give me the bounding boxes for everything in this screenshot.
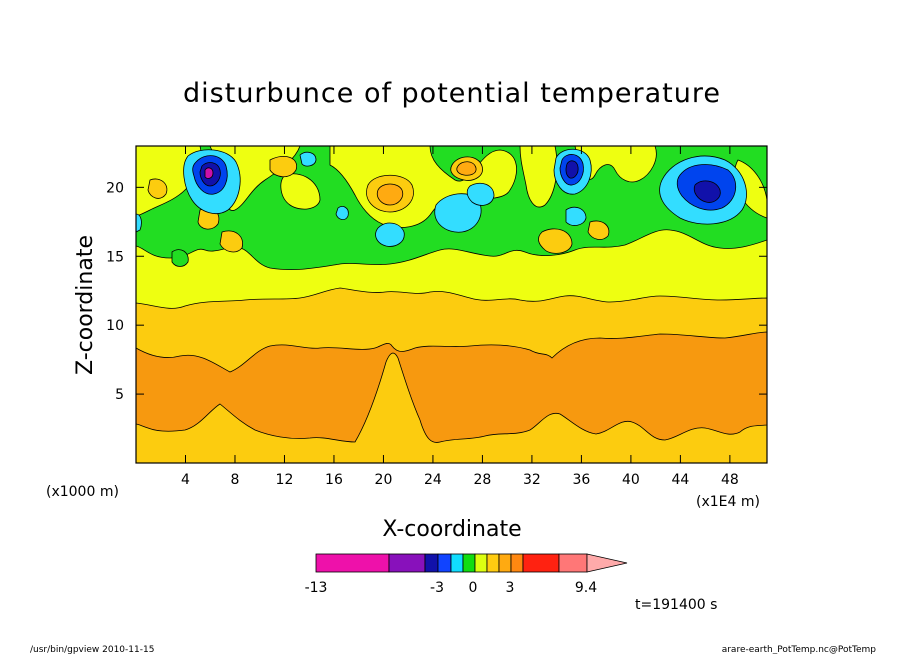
colorbar-tick-label: 9.4: [575, 580, 597, 596]
footer-left: /usr/bin/gpview 2010-11-15: [30, 645, 154, 654]
x-tick-label: 44: [671, 472, 689, 488]
colorbar-swatch: [450, 553, 464, 573]
x-tick-label: 4: [181, 472, 190, 488]
x-tick-label: 8: [231, 472, 240, 488]
colorbar-swatch: [522, 553, 560, 573]
x-unit-right: (x1E4 m): [696, 494, 760, 510]
x-unit-left: (x1000 m): [46, 484, 119, 500]
x-tick-label: 28: [474, 472, 492, 488]
colorbar-swatch: [474, 553, 488, 573]
colorbar-swatch: [558, 553, 588, 573]
y-tick-label: 10: [106, 318, 124, 334]
footer-right: arare-earth_PotTemp.nc@PotTemp: [722, 645, 877, 654]
colorbar-tick-label: 0: [469, 580, 478, 596]
colorbar-swatch: [486, 553, 500, 573]
x-tick-label: 32: [523, 472, 541, 488]
colorbar-swatch: [498, 553, 512, 573]
plot-frame: [135, 145, 768, 464]
y-tick-label: 20: [106, 180, 124, 196]
x-axis-label: X-coordinate: [382, 517, 521, 542]
plot-area: [135, 145, 768, 464]
colorbar-swatch: [510, 553, 524, 573]
field-deep-orange: [136, 331, 767, 443]
x-axis: 4 8 12 16 20 24 28 32 36 40 44 48: [181, 146, 739, 488]
colorbar-swatch: [437, 553, 452, 573]
colorbar-swatch: [462, 553, 476, 573]
x-tick-label: 24: [424, 472, 442, 488]
y-tick-label: 5: [115, 387, 124, 403]
colorbar-tick-label: 3: [506, 580, 515, 596]
x-tick-label: 40: [622, 472, 640, 488]
x-tick-label: 16: [325, 472, 343, 488]
y-tick-label: 15: [106, 249, 124, 265]
x-tick-label: 36: [572, 472, 590, 488]
y-axis-label: Z-coordinate: [73, 235, 98, 375]
chart-title: disturbunce of potential temperature: [183, 78, 721, 109]
colorbar: -13 -3 0 3 9.4: [305, 553, 628, 596]
x-tick-label: 20: [375, 472, 393, 488]
colorbar-swatch: [315, 553, 390, 573]
x-tick-label: 12: [276, 472, 294, 488]
time-label: t=191400 s: [635, 597, 717, 613]
colorbar-swatch: [388, 553, 426, 573]
x-tick-label: 48: [721, 472, 739, 488]
colorbar-swatch: [424, 553, 439, 573]
colorbar-tick-label: -3: [430, 580, 444, 596]
colorbar-tick-label: -13: [305, 580, 328, 596]
colorbar-arrow: [586, 553, 628, 573]
y-axis: 5 10 15 20: [106, 180, 767, 403]
